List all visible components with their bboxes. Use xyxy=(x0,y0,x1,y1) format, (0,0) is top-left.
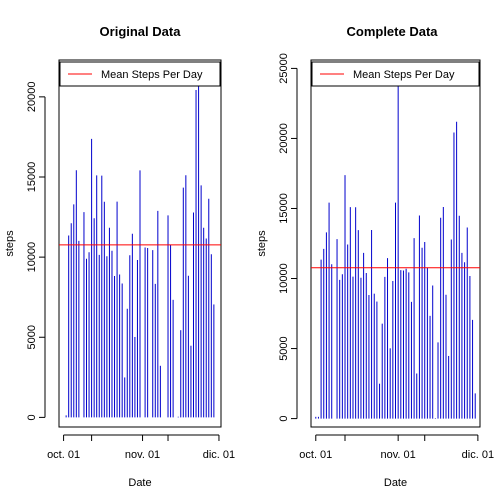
x-tick-label: nov. 01 xyxy=(125,449,160,461)
plot-frame xyxy=(310,59,481,428)
plot-frame xyxy=(58,59,222,428)
y-tick-label: 20000 xyxy=(26,82,38,113)
y-tick-label: 0 xyxy=(26,414,38,420)
chart-panel-2: Complete Data 0 5000 10000 15000 20000 25000 st… xyxy=(256,24,494,489)
legend: Mean Steps Per Day xyxy=(311,61,480,87)
legend: Mean Steps Per Day xyxy=(59,61,221,87)
y-tick-label: 15000 xyxy=(278,193,290,224)
x-axis-label: Date xyxy=(384,477,407,489)
y-tick-label: 10000 xyxy=(278,263,290,294)
chart-title: Complete Data xyxy=(346,24,438,39)
y-tick-label: 15000 xyxy=(26,162,38,193)
y-axis-label: steps xyxy=(4,230,16,257)
x-tick-label: oct. 01 xyxy=(299,449,332,461)
chart-title: Original Data xyxy=(100,24,182,39)
legend-label: Mean Steps Per Day xyxy=(101,69,203,81)
y-tick-label: 20000 xyxy=(278,123,290,154)
y-axis-label: steps xyxy=(256,230,268,257)
x-axis-label: Date xyxy=(128,477,151,489)
y-tick-label: 5000 xyxy=(278,336,290,360)
chart-panel-1: Original Data 0 5000 10000 15000 20000 steps oc… xyxy=(4,24,235,489)
x-tick-label: nov. 01 xyxy=(381,449,416,461)
y-tick-label: 10000 xyxy=(26,242,38,273)
x-tick-label: dic. 01 xyxy=(203,449,235,461)
x-tick-label: dic. 01 xyxy=(462,449,494,461)
x-tick-label: oct. 01 xyxy=(47,449,80,461)
y-tick-label: 25000 xyxy=(278,53,290,84)
legend-label: Mean Steps Per Day xyxy=(353,69,455,81)
y-tick-label: 5000 xyxy=(26,325,38,349)
y-tick-label: 0 xyxy=(278,416,290,422)
